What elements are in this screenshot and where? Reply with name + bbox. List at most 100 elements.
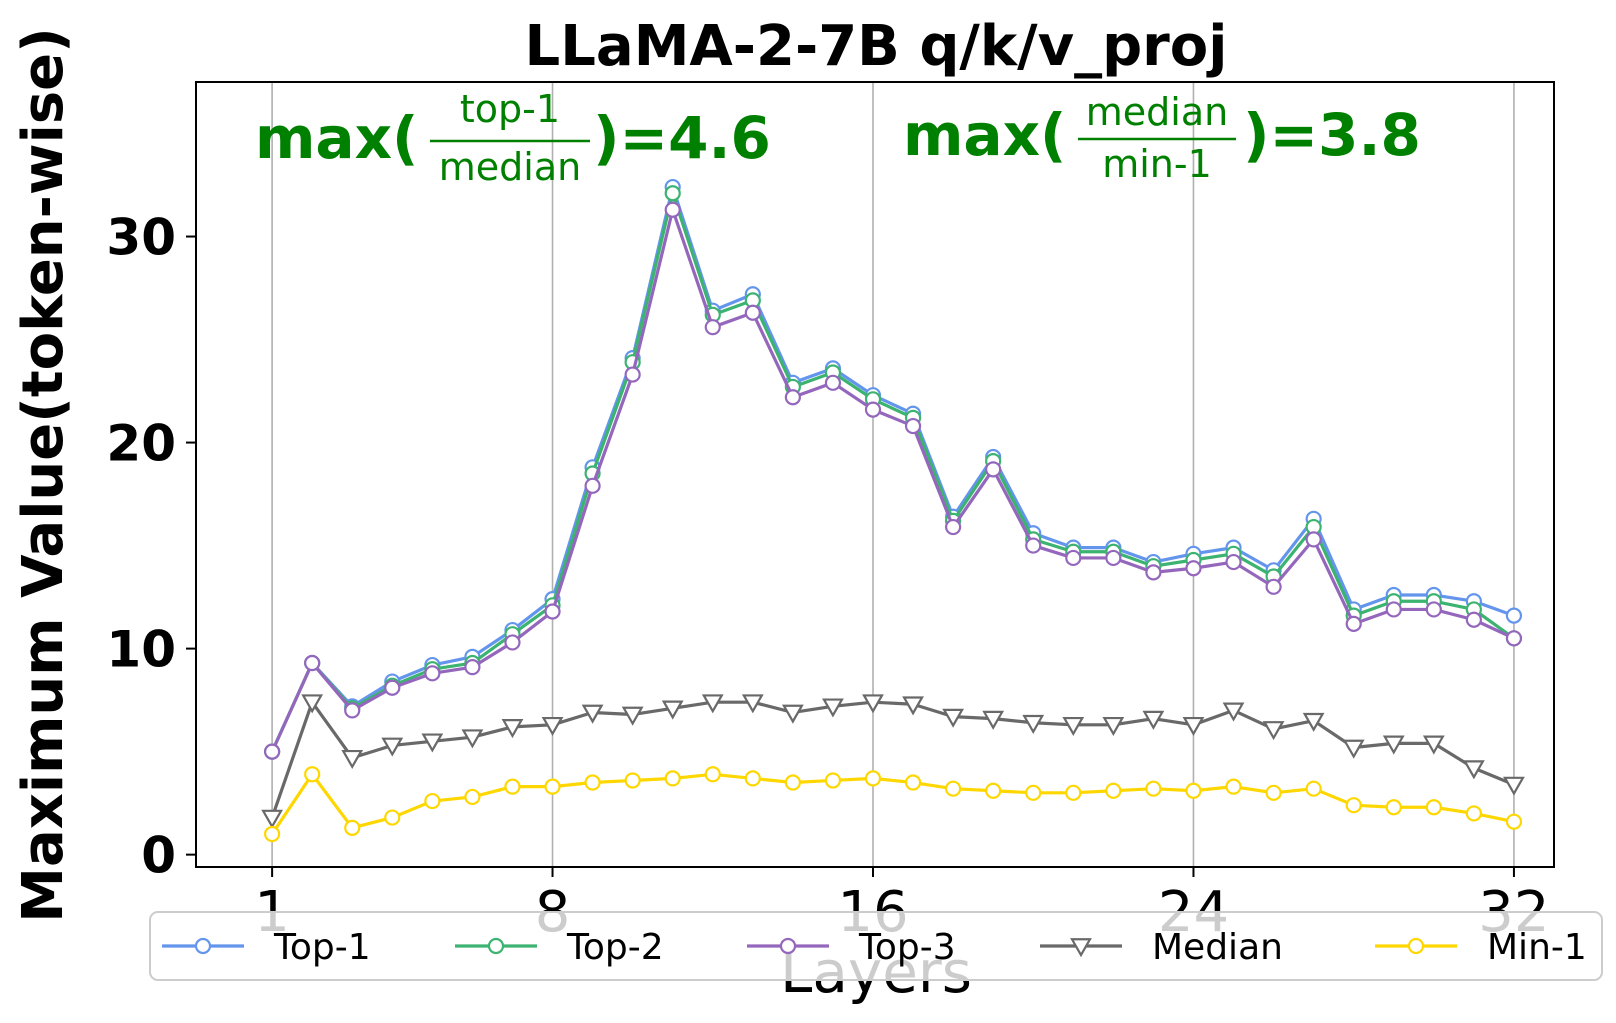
data-point-min-1 [544,778,561,795]
data-point-min-1 [824,772,842,789]
legend-label-top-1: Top-1 [273,927,371,968]
data-point-median [301,694,324,714]
data-point-top-3 [1345,615,1362,632]
data-point-min-1 [384,809,401,826]
data-point-min-1 [664,770,681,787]
data-point-min-1 [864,770,882,787]
annotation-1-suffix: )=4.6 [593,104,771,172]
data-point-top-2 [664,185,681,202]
data-point-min-1 [985,782,1002,799]
data-point-min-1 [1425,799,1442,816]
data-point-top-3 [1185,560,1202,577]
annotation-median-over-min1: max( median min-1 )=3.8 [903,90,1421,186]
data-point-median [701,694,724,714]
legend-item-top-2: Top-2 [455,927,664,968]
annotation-1-numerator: top-1 [460,87,560,131]
data-point-min-1 [1145,780,1162,797]
data-point-median [1062,716,1085,737]
annotation-2-numerator: median [1086,90,1228,134]
data-point-median [1302,712,1325,732]
data-point-median [1182,716,1205,737]
plot-frame [195,81,1555,868]
data-point-top-3 [384,679,401,696]
data-point-min-1 [584,774,601,791]
data-point-top-3 [1065,549,1082,567]
chart-title: LLaMA-2-7B q/k/v_proj [525,14,1228,79]
data-point-min-1 [264,825,281,843]
legend-item-min-1: Min-1 [1375,927,1587,968]
data-point-min-1 [1065,784,1082,801]
data-point-median [1342,739,1365,759]
legend-marker-top-1 [194,937,212,955]
legend-marker-top-2 [487,937,505,955]
annotation-2-prefix: max( [903,101,1067,169]
data-point-top-3 [704,319,721,336]
annotation-2-suffix: )=3.8 [1243,101,1421,169]
data-point-min-1 [1025,784,1042,801]
legend-marker-median [1070,938,1092,958]
data-point-median [621,706,644,726]
series-top-3 [264,201,1523,760]
legend-label-top-3: Top-3 [858,927,956,968]
series-median [261,694,1525,829]
data-point-top-3 [344,702,361,719]
data-point-median [421,733,444,753]
data-point-top-3 [464,659,481,676]
data-point-median [541,716,564,737]
data-point-top-3 [424,665,441,682]
data-point-top-3 [1265,578,1282,595]
data-point-median [661,700,684,720]
data-point-min-1 [904,774,922,791]
data-point-top-3 [1105,549,1122,567]
data-point-median [581,704,604,724]
data-point-median [1142,710,1165,730]
data-point-median [1022,714,1045,734]
data-point-top-3 [1465,611,1482,628]
series-layer [261,178,1525,843]
data-point-min-1 [504,778,521,795]
data-point-median [1102,716,1125,737]
data-point-median [261,809,284,829]
legend-marker-top-3 [779,937,797,955]
data-point-median [1462,760,1485,780]
data-point-top-3 [985,461,1002,478]
annotation-top1-over-median: max( top-1 median )=4.6 [255,87,771,189]
data-point-median [822,698,844,718]
data-point-min-1 [424,792,441,810]
data-point-median [942,708,965,728]
data-point-min-1 [1305,780,1322,797]
data-point-top-3 [664,201,681,218]
y-axis-label: Maximum Value(token-wise) [11,27,76,923]
data-point-median [1262,721,1285,741]
annotation-1-denominator: median [439,145,581,189]
legend-label-min-1: Min-1 [1487,927,1587,968]
data-point-top-3 [945,518,962,536]
data-point-median [781,704,804,724]
data-point-median [381,737,404,757]
y-tick-label: 10 [106,621,176,679]
data-point-top-3 [1225,553,1242,571]
legend-items: Top-1 Top-2 Top-3 Median Min-1 [162,927,1587,968]
annotation-1-prefix: max( [255,104,419,172]
data-point-min-1 [1385,799,1402,816]
data-point-min-1 [1465,805,1482,822]
data-point-min-1 [945,780,962,797]
data-point-top-3 [1385,601,1402,618]
grid-layer [271,82,1515,867]
data-point-top-3 [544,603,561,620]
data-point-median [902,696,924,716]
data-point-min-1 [744,770,761,787]
data-point-top-3 [264,743,281,760]
data-point-median [1503,776,1525,796]
data-point-top-3 [904,417,922,435]
data-point-top-3 [624,366,641,383]
data-point-top-3 [824,374,842,391]
data-point-top-3 [784,389,801,406]
data-point-top-3 [864,401,882,418]
data-point-min-1 [1345,797,1362,814]
series-min-1 [264,766,1523,843]
annotation-2-denominator: min-1 [1102,142,1212,186]
data-point-min-1 [704,766,721,783]
data-point-min-1 [344,819,361,836]
